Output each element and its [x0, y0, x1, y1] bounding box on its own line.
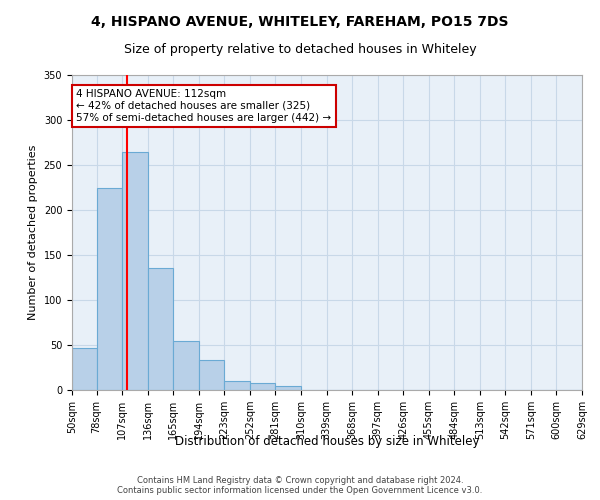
Bar — [250, 383, 275, 390]
Bar — [275, 386, 301, 390]
Text: Size of property relative to detached houses in Whiteley: Size of property relative to detached ho… — [124, 42, 476, 56]
Text: Distribution of detached houses by size in Whiteley: Distribution of detached houses by size … — [175, 435, 479, 448]
Bar — [199, 360, 224, 390]
Bar — [97, 188, 122, 390]
Bar — [224, 381, 250, 390]
Text: 4 HISPANO AVENUE: 112sqm
← 42% of detached houses are smaller (325)
57% of semi-: 4 HISPANO AVENUE: 112sqm ← 42% of detach… — [76, 90, 332, 122]
Y-axis label: Number of detached properties: Number of detached properties — [28, 145, 38, 320]
Bar — [148, 268, 173, 390]
Text: Contains HM Land Registry data © Crown copyright and database right 2024.
Contai: Contains HM Land Registry data © Crown c… — [118, 476, 482, 495]
Bar — [173, 340, 199, 390]
Bar — [122, 152, 148, 390]
Bar — [72, 348, 97, 390]
Text: 4, HISPANO AVENUE, WHITELEY, FAREHAM, PO15 7DS: 4, HISPANO AVENUE, WHITELEY, FAREHAM, PO… — [91, 15, 509, 29]
